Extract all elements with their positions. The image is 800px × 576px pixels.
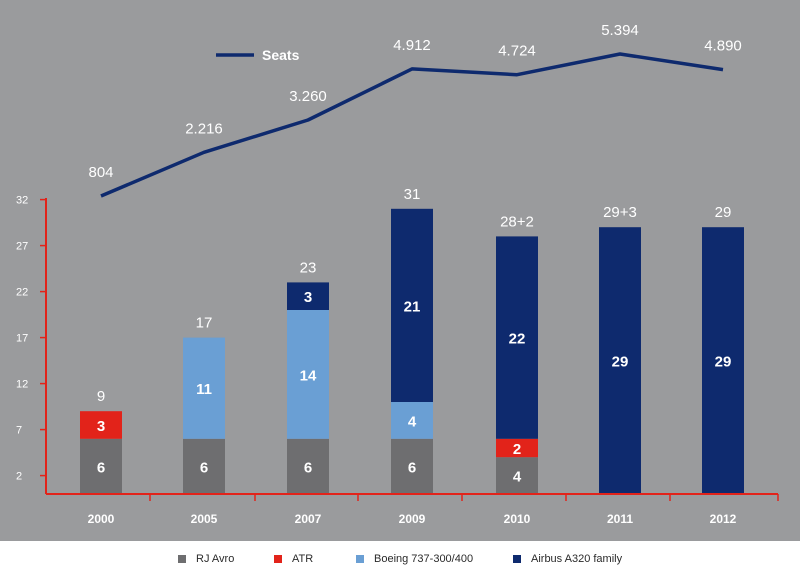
x-tick-label-2005: 2005 [191,512,218,526]
bar-airbus-2010 [496,236,538,439]
bar-label-rj_avro-2005: 6 [200,459,208,476]
total-label-2010: 28+2 [500,213,534,230]
seats-label-2000: 804 [88,164,113,181]
legend-label-atr: ATR [292,553,314,565]
y-tick-label-32: 32 [16,195,28,207]
legend: RJ Avro ATR Boeing 737-300/400 Airbus A3… [0,541,800,576]
total-label-2011: 29+3 [603,204,637,221]
bar-label-boeing-2007: 14 [300,367,317,384]
chart-area: 2 7 12 17 22 27 32 6 3 9 6 11 17 6 14 3 23 6 4 21 31 4 2 22 28+2… [0,0,800,541]
legend-item-atr: ATR [274,553,313,565]
legend-swatch-rj-avro [178,555,186,563]
seats-label-2012: 4.890 [704,38,742,55]
bar-label-boeing-2005: 11 [196,381,212,398]
legend-item-airbus: Airbus A320 family [513,553,622,565]
bar-airbus-2007 [287,282,329,310]
bar-atr-2010 [496,438,538,458]
bar-airbus-2011 [599,227,641,494]
total-label-2005: 17 [196,315,213,332]
total-label-2012: 29 [715,204,732,221]
bar-label-airbus-2009: 21 [404,298,421,315]
legend-item-boeing: Boeing 737-300/400 [356,553,473,565]
bar-label-airbus-2007: 3 [304,289,312,306]
seats-label-2005: 2.216 [185,120,223,137]
bar-boeing-2007 [287,310,329,439]
bar-label-rj_avro-2009: 6 [408,459,416,476]
bar-label-airbus-2010: 22 [509,331,526,348]
bar-airbus-2012 [702,227,744,494]
bar-rj_avro-2000 [80,438,122,494]
legend-label-rj-avro: RJ Avro [196,553,235,565]
seats-label-2011: 5.394 [601,22,639,39]
bar-label-airbus-2012: 29 [715,354,732,371]
x-tick-label-2011: 2011 [607,512,633,526]
y-tick-label-2: 2 [16,471,22,483]
bar-label-rj_avro-2007: 6 [304,459,312,476]
x-tick-label-2007: 2007 [295,512,322,526]
bar-label-rj_avro-2010: 4 [513,469,522,486]
bar-airbus-2009 [391,208,433,402]
bar-label-airbus-2011: 29 [612,354,629,371]
x-tick-label-2009: 2009 [399,512,426,526]
legend-swatch-atr [274,555,282,563]
bar-atr-2000 [80,411,122,439]
legend-swatch-airbus [513,555,521,563]
bar-rj_avro-2007 [287,438,329,494]
seats-label-2009: 4.912 [393,37,431,54]
bar-label-rj_avro-2000: 6 [97,459,105,476]
y-tick-label-12: 12 [16,379,28,391]
bar-boeing-2005 [183,337,225,439]
seats-label-2007: 3.260 [289,88,327,105]
legend-seats-label: Seats [262,47,300,63]
bar-rj_avro-2010 [496,457,538,494]
y-tick-label-22: 22 [16,287,28,299]
bar-label-atr-2010: 2 [513,441,521,458]
bar-rj_avro-2005 [183,438,225,494]
chart-svg: 27121722273263961117614323642131422228+2… [16,22,779,526]
y-tick-label-7: 7 [16,425,22,437]
seats-line [100,52,724,198]
x-tick-label-2000: 2000 [88,512,115,526]
y-tick-label-27: 27 [16,241,28,253]
legend-swatch-boeing [356,555,364,563]
seats-label-2010: 4.724 [498,43,536,60]
total-label-2000: 9 [97,388,105,405]
bar-rj_avro-2009 [391,438,433,494]
legend-label-airbus: Airbus A320 family [531,553,623,565]
total-label-2009: 31 [404,186,421,203]
y-tick-label-17: 17 [16,333,28,345]
bar-label-atr-2000: 3 [97,418,105,435]
legend-label-boeing: Boeing 737-300/400 [374,553,474,565]
bar-label-boeing-2009: 4 [408,413,417,430]
total-label-2007: 23 [300,259,317,276]
legend-item-rj-avro: RJ Avro [178,553,234,565]
x-tick-label-2010: 2010 [504,512,531,526]
bar-boeing-2009 [391,402,433,439]
x-tick-label-2012: 2012 [710,512,737,526]
